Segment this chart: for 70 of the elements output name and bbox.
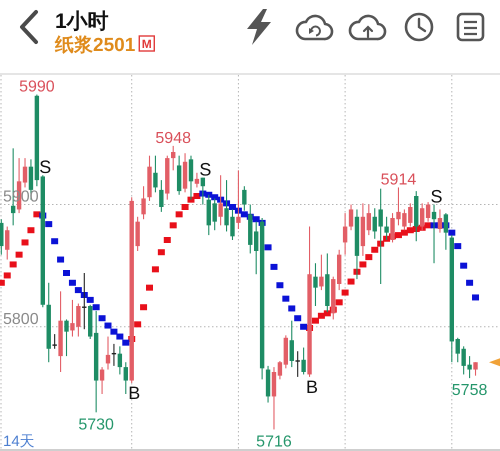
point	[140, 304, 148, 310]
point	[466, 280, 474, 286]
point	[270, 264, 278, 270]
point	[122, 340, 130, 346]
low-label: 5716	[256, 433, 292, 450]
point	[110, 328, 118, 335]
y-tick-label: 5800	[3, 310, 39, 328]
point	[282, 296, 290, 302]
point	[264, 244, 272, 250]
point	[104, 322, 112, 329]
point	[371, 246, 378, 253]
badge-label: M	[142, 37, 152, 51]
point	[288, 305, 296, 312]
signal-label: S	[199, 160, 212, 180]
point	[182, 204, 189, 210]
point	[324, 310, 331, 316]
point	[365, 254, 372, 260]
point	[68, 280, 76, 286]
signal-label: B	[306, 376, 318, 397]
point	[92, 304, 100, 310]
point	[252, 216, 260, 222]
point	[448, 230, 456, 236]
point	[63, 270, 70, 276]
point	[294, 315, 302, 322]
point	[10, 261, 17, 268]
title: 1小时	[55, 10, 109, 33]
high-label: 5914	[380, 171, 416, 188]
point	[116, 334, 124, 340]
point	[152, 266, 159, 272]
point	[45, 221, 52, 228]
point	[342, 290, 349, 296]
point	[51, 238, 58, 244]
subtitle: 纸浆2501	[55, 35, 136, 56]
point	[134, 321, 142, 328]
point	[16, 252, 23, 258]
point	[164, 237, 171, 243]
point	[22, 239, 29, 246]
point	[318, 312, 325, 319]
signal-label: S	[39, 157, 52, 178]
point	[300, 324, 308, 330]
point	[98, 315, 106, 322]
point	[276, 282, 284, 288]
point	[460, 262, 468, 269]
point	[74, 287, 82, 294]
point	[228, 204, 236, 210]
point	[193, 193, 200, 199]
high-label: 5990	[19, 78, 55, 96]
point	[336, 299, 343, 306]
point	[146, 284, 153, 291]
point	[4, 272, 11, 278]
point	[176, 211, 183, 218]
high-label: 5948	[155, 130, 191, 147]
signal-label: B	[128, 383, 140, 403]
point	[170, 222, 177, 228]
point	[57, 256, 64, 263]
point	[158, 249, 165, 256]
point	[86, 296, 94, 303]
point	[359, 261, 366, 268]
low-label: 5758	[452, 382, 488, 400]
point	[400, 230, 408, 236]
low-label: 5730	[78, 416, 114, 434]
point	[312, 318, 319, 324]
point	[27, 227, 34, 234]
annotation: 14天	[3, 433, 35, 450]
point	[394, 232, 402, 238]
signal-label: S	[430, 186, 443, 207]
point	[240, 211, 248, 218]
point	[454, 243, 462, 250]
point	[472, 294, 480, 300]
point	[348, 278, 355, 285]
